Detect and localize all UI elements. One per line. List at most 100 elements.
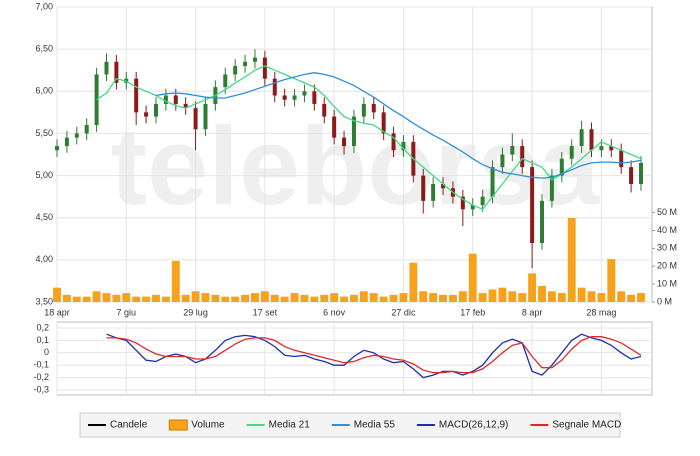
volume-bar <box>62 294 71 302</box>
candle-body <box>381 112 386 134</box>
legend-label: Volume <box>191 420 225 431</box>
volume-bar <box>349 294 358 302</box>
volume-bar <box>627 294 636 302</box>
candle-body <box>114 61 119 83</box>
y3-tick-label: 0,2 <box>36 322 49 332</box>
candle-body <box>243 61 248 66</box>
legend-swatch <box>168 419 188 431</box>
line <box>106 336 642 374</box>
candle-body <box>589 129 594 151</box>
candle-body <box>470 205 475 210</box>
candle-body <box>441 184 446 189</box>
volume-bar <box>142 296 151 302</box>
volume-bar <box>577 287 586 302</box>
y3-tick-label: 0 <box>44 347 49 357</box>
volume-bar <box>340 296 349 302</box>
y-tick-label: 5,50 <box>35 128 53 138</box>
y-tick-label: 6,00 <box>35 86 53 96</box>
legend-label: Media 55 <box>354 420 396 431</box>
candle-body <box>223 74 228 88</box>
candle-body <box>629 167 634 184</box>
x-tick-label: 29 lug <box>183 307 208 317</box>
volume-bar <box>132 296 141 302</box>
volume-bar <box>528 273 537 302</box>
candle-body <box>401 141 406 151</box>
y2-tick-label: 40 M <box>657 225 677 235</box>
x-tick-label: 6 nov <box>323 307 346 317</box>
y3-tick-label: 0,1 <box>36 335 49 345</box>
volume-bar <box>587 291 596 302</box>
candle-body <box>292 95 297 100</box>
volume-bar <box>112 294 121 302</box>
volume-bar <box>152 294 160 302</box>
candle-body <box>391 133 396 151</box>
y-tick-label: 5,00 <box>35 170 53 180</box>
volume-bar <box>468 253 477 302</box>
candle-body <box>272 78 277 96</box>
candle-body <box>193 108 198 130</box>
legend-label: Segnale MACD <box>552 420 621 431</box>
macd-panel <box>56 321 653 396</box>
x-tick-label: 27 dic <box>391 307 416 317</box>
candle-body <box>302 91 307 96</box>
line <box>155 72 642 179</box>
candle-body <box>639 162 643 184</box>
volume-bar <box>171 260 180 302</box>
candle-body <box>233 66 238 75</box>
x-tick-label: 18 apr <box>44 307 70 317</box>
y2-tick-label: 30 M <box>657 243 677 253</box>
volume-bar <box>369 293 378 302</box>
volume-bar <box>617 291 626 302</box>
volume-bar <box>409 262 418 302</box>
candle-body <box>163 95 168 104</box>
candle-body <box>490 167 495 197</box>
volume-bar <box>508 291 517 302</box>
y-tick-label: 3,50 <box>35 296 53 306</box>
x-tick-label: 28 mag <box>586 307 616 317</box>
candle-body <box>203 103 208 130</box>
y2-tick-label: 20 M <box>657 261 677 271</box>
candle-body <box>351 116 356 147</box>
candle-body <box>74 133 79 138</box>
candle-body <box>183 103 188 109</box>
volume-bar <box>458 291 467 302</box>
volume-bar <box>280 296 289 302</box>
volume-bar <box>399 293 408 302</box>
candle-body <box>312 91 317 104</box>
candle-body <box>94 74 99 125</box>
candle-body <box>431 184 436 201</box>
volume-bar <box>260 291 269 302</box>
candle-body <box>332 116 337 138</box>
volume-bar <box>557 293 566 302</box>
volume-bar <box>320 294 329 302</box>
volume-bar <box>597 293 606 302</box>
candle-body <box>530 167 535 243</box>
candle-body <box>520 146 525 168</box>
line <box>106 333 642 379</box>
volume-bar <box>547 291 556 302</box>
candle-body <box>361 103 366 117</box>
volume-bar <box>181 294 190 302</box>
y3-tick-label: -0,1 <box>33 360 49 370</box>
x-tick-label: 7 giu <box>117 307 137 317</box>
y3-tick-label: -0,2 <box>33 372 49 382</box>
candle-body <box>322 103 327 117</box>
volume-bar <box>231 296 240 302</box>
price-panel <box>56 6 653 303</box>
volume-bar <box>221 296 230 302</box>
volume-bar <box>82 296 91 302</box>
candle-body <box>104 61 109 75</box>
candle-body <box>252 57 257 62</box>
candle-body <box>480 196 485 206</box>
y-tick-label: 6,50 <box>35 44 53 54</box>
candle-body <box>569 146 574 159</box>
volume-bar <box>429 293 438 302</box>
candle-body <box>510 146 515 155</box>
candle-body <box>173 95 178 104</box>
y2-tick-label: 50 M <box>657 207 677 217</box>
legend-label: Media 21 <box>269 420 311 431</box>
volume-bar <box>518 293 527 302</box>
volume-bar <box>161 296 170 302</box>
volume-bar <box>72 296 81 302</box>
